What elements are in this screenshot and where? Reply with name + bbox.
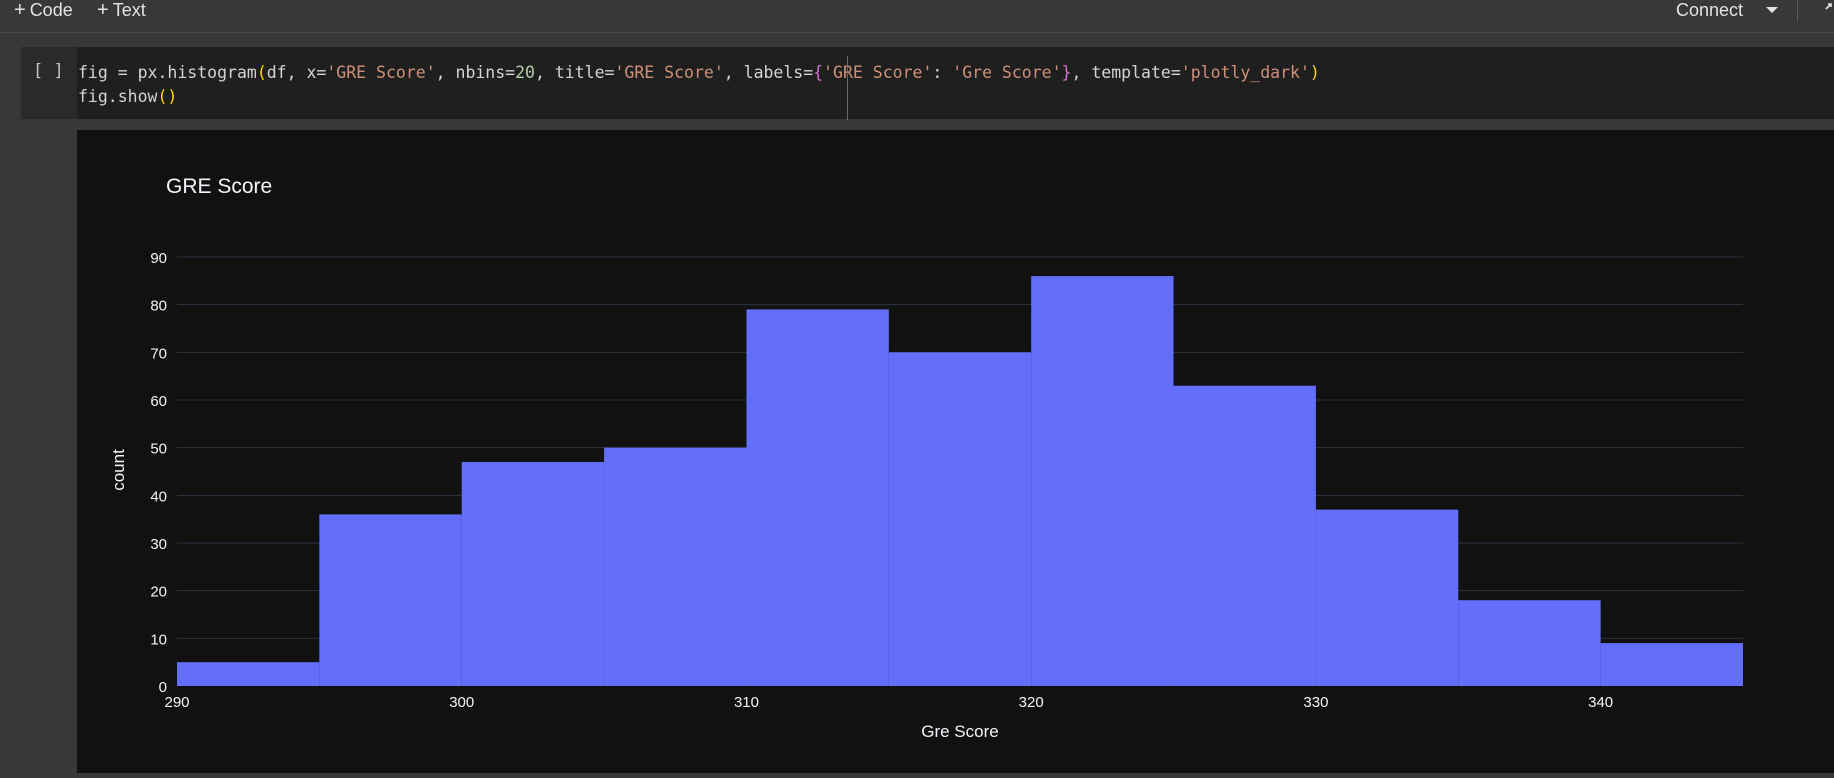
code-editor[interactable]: fig = px.histogram(df, x='GRE Score', nb…	[78, 61, 1320, 109]
y-tick-label: 40	[150, 488, 167, 505]
y-tick-label: 10	[150, 631, 167, 648]
y-tick-label: 70	[150, 345, 167, 362]
add-code-button[interactable]: + Code	[14, 0, 73, 20]
code-line-1: fig = px.histogram(df, x='GRE Score', nb…	[78, 63, 1320, 82]
x-tick-label: 290	[164, 694, 189, 711]
plus-icon: +	[14, 0, 26, 21]
expand-button[interactable]	[1820, 0, 1834, 20]
y-tick-label: 20	[150, 584, 167, 601]
connect-label: Connect	[1676, 0, 1744, 20]
code-line-2: fig.show()	[78, 87, 178, 106]
add-text-label: Text	[112, 0, 146, 20]
x-tick-label: 340	[1588, 694, 1613, 711]
notebook-toolbar: + Code + Text Connect	[0, 0, 1834, 33]
histogram-bar[interactable]	[888, 352, 1032, 686]
add-code-label: Code	[29, 0, 73, 20]
toolbar-divider	[1797, 0, 1798, 22]
y-tick-label: 50	[150, 441, 167, 458]
histogram-bar[interactable]	[461, 461, 605, 686]
y-tick-label: 60	[150, 393, 167, 410]
cell-output: GRE Score 0 10 20 30 40 50 60 70 80 90 290 300 310 3…	[77, 130, 1834, 773]
histogram-bar[interactable]	[1315, 509, 1459, 686]
histogram-bar[interactable]	[604, 447, 747, 686]
output-gutter	[21, 119, 77, 773]
x-tick-labels: 290 300 310 320 330 340	[164, 694, 1613, 711]
text-cursor	[847, 56, 848, 120]
run-cell-button[interactable]: [ ]	[33, 61, 64, 81]
histogram-chart: GRE Score 0 10 20 30 40 50 60 70 80 90 290 300 310 3…	[109, 175, 1743, 741]
y-tick-label: 90	[150, 250, 167, 267]
histogram-bar[interactable]	[1600, 643, 1743, 686]
connect-button[interactable]: Connect	[1676, 0, 1743, 20]
histogram-bar[interactable]	[746, 309, 889, 686]
histogram-bar[interactable]	[1173, 385, 1316, 686]
cell-gutter: [ ]	[21, 47, 77, 119]
code-cell[interactable]: [ ] fig = px.histogram(df, x='GRE Score'…	[21, 47, 1834, 119]
y-tick-labels: 0 10 20 30 40 50 60 70 80 90	[150, 250, 167, 696]
connect-dropdown-button[interactable]	[1760, 0, 1784, 20]
expand-icon	[1825, 3, 1832, 10]
y-tick-label: 80	[150, 298, 167, 315]
histogram-bar[interactable]	[1458, 600, 1601, 686]
plus-icon: +	[97, 0, 109, 21]
y-tick-label: 0	[159, 679, 167, 696]
histogram-bar[interactable]	[1031, 276, 1174, 686]
y-tick-label: 30	[150, 536, 167, 553]
x-axis-title: Gre Score	[921, 722, 998, 741]
y-axis-title: count	[109, 449, 128, 491]
x-tick-label: 310	[734, 694, 759, 711]
x-tick-label: 330	[1303, 694, 1328, 711]
caret-down-icon	[1766, 7, 1778, 13]
bars	[177, 276, 1743, 686]
histogram-bar[interactable]	[177, 662, 320, 686]
x-tick-label: 300	[449, 694, 474, 711]
histogram-bar[interactable]	[319, 514, 462, 686]
chart-title: GRE Score	[166, 175, 272, 198]
x-tick-label: 320	[1019, 694, 1044, 711]
add-text-button[interactable]: + Text	[97, 0, 146, 20]
